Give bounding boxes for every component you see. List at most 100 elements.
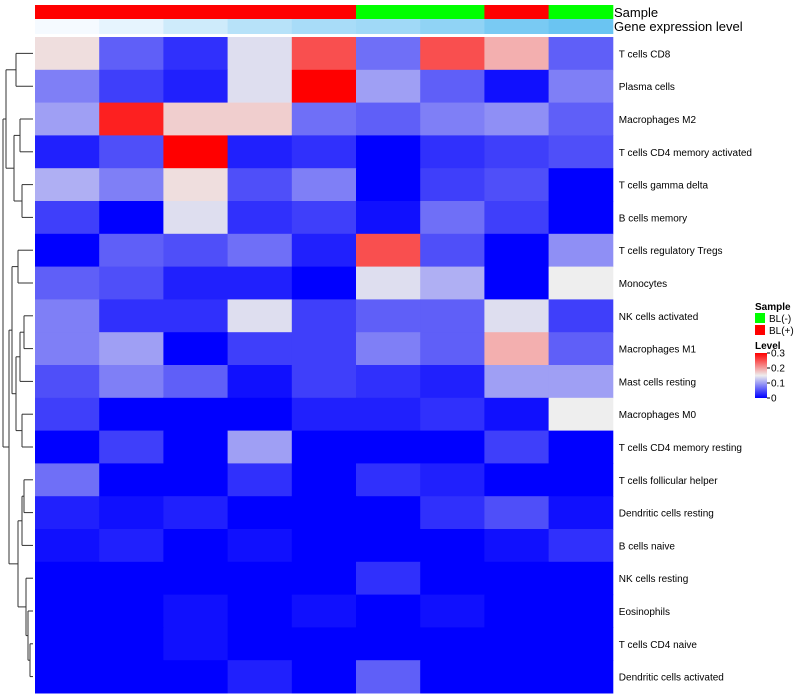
heatmap-cell bbox=[548, 365, 614, 399]
heatmap-cell bbox=[163, 266, 229, 300]
heatmap-cell bbox=[163, 397, 229, 432]
legend-swatch-bl-neg bbox=[755, 313, 765, 323]
heatmap-cell bbox=[420, 463, 485, 497]
heatmap-cell bbox=[484, 463, 550, 497]
row-label: Monocytes bbox=[619, 279, 667, 290]
heatmap-cell bbox=[484, 266, 550, 300]
heatmap-cell bbox=[484, 135, 550, 169]
legend: Sample BL(-) BL(+) Level 0.3 0.2 0.1 0 bbox=[755, 302, 794, 405]
heatmap-cell bbox=[99, 561, 164, 596]
heatmap-cell bbox=[356, 594, 421, 628]
heatmap-cell bbox=[356, 561, 421, 596]
heatmap-cell bbox=[356, 201, 421, 235]
heatmap-cell bbox=[99, 594, 164, 628]
expression-annotation-cell bbox=[420, 19, 485, 34]
heatmap-cell bbox=[548, 102, 614, 136]
heatmap-cell bbox=[35, 37, 100, 71]
heatmap-cell bbox=[548, 397, 614, 432]
heatmap-cell bbox=[291, 168, 357, 202]
heatmap-cell bbox=[484, 496, 550, 530]
heatmap-cell bbox=[484, 168, 550, 202]
expression-annotation-cell bbox=[227, 19, 293, 34]
heatmap-cell bbox=[548, 627, 614, 661]
heatmap-cell bbox=[548, 561, 614, 596]
heatmap-cell bbox=[35, 430, 100, 464]
heatmap-cell bbox=[163, 660, 229, 694]
row-label: Macrophages M0 bbox=[619, 410, 697, 421]
heatmap-cell bbox=[420, 102, 485, 136]
heatmap-cell bbox=[99, 233, 164, 268]
sample-annotation-cell bbox=[356, 5, 421, 19]
legend-entry-bl-pos: BL(+) bbox=[769, 326, 794, 337]
legend-tick-label: 0.1 bbox=[771, 379, 785, 390]
heatmap-cell bbox=[227, 660, 293, 694]
heatmap-cell bbox=[484, 365, 550, 399]
sample-annotation-cell bbox=[163, 5, 229, 19]
heatmap-cell bbox=[227, 529, 293, 563]
heatmap-cell bbox=[291, 69, 357, 104]
expression-annotation-cell bbox=[484, 19, 550, 34]
heatmap-cell bbox=[35, 627, 100, 661]
heatmap-cell bbox=[163, 69, 229, 104]
heatmap-cell bbox=[548, 69, 614, 104]
heatmap-cell bbox=[548, 233, 614, 268]
heatmap-cell bbox=[291, 102, 357, 136]
heatmap-cell bbox=[484, 102, 550, 136]
heatmap-cell bbox=[548, 430, 614, 464]
expression-annotation-cell bbox=[356, 19, 421, 34]
row-label: Macrophages M1 bbox=[619, 345, 697, 356]
heatmap-cell bbox=[99, 660, 164, 694]
heatmap-cell bbox=[227, 496, 293, 530]
expression-annotation-cell bbox=[163, 19, 229, 34]
row-label: B cells naive bbox=[619, 541, 676, 552]
heatmap-cell bbox=[227, 135, 293, 169]
heatmap-cell bbox=[548, 37, 614, 71]
heatmap-cell bbox=[291, 365, 357, 399]
heatmap-cell bbox=[420, 135, 485, 169]
legend-level-title: Level bbox=[755, 341, 781, 352]
row-label: T cells CD4 memory resting bbox=[619, 443, 742, 454]
heatmap-cell bbox=[420, 529, 485, 563]
heatmap-cell bbox=[163, 365, 229, 399]
legend-swatch-bl-pos bbox=[755, 325, 765, 335]
heatmap-cells bbox=[35, 37, 614, 694]
heatmap-cell bbox=[484, 69, 550, 104]
heatmap-cell bbox=[163, 463, 229, 497]
heatmap-cell bbox=[420, 594, 485, 628]
row-label: T cells gamma delta bbox=[619, 181, 709, 192]
heatmap-cell bbox=[35, 102, 100, 136]
heatmap-cell bbox=[291, 266, 357, 300]
heatmap-cell bbox=[420, 627, 485, 661]
heatmap-cell bbox=[99, 69, 164, 104]
heatmap-cell bbox=[291, 660, 357, 694]
row-label: T cells CD4 memory activated bbox=[619, 148, 752, 159]
heatmap-cell bbox=[484, 37, 550, 71]
heatmap-cell bbox=[356, 365, 421, 399]
sample-annotation-cell bbox=[484, 5, 550, 19]
heatmap-cell bbox=[163, 496, 229, 530]
heatmap-cell bbox=[227, 201, 293, 235]
heatmap-cell bbox=[35, 660, 100, 694]
heatmap-cell bbox=[484, 397, 550, 432]
heatmap-cell bbox=[227, 37, 293, 71]
heatmap-cell bbox=[227, 594, 293, 628]
heatmap-cell bbox=[484, 233, 550, 268]
heatmap-cell bbox=[548, 135, 614, 169]
heatmap-cell bbox=[356, 266, 421, 300]
heatmap-cell bbox=[35, 299, 100, 333]
heatmap-cell bbox=[35, 168, 100, 202]
heatmap-cell bbox=[548, 332, 614, 366]
heatmap-cell bbox=[291, 299, 357, 333]
heatmap-cell bbox=[99, 266, 164, 300]
row-label: Eosinophils bbox=[619, 607, 670, 618]
heatmap-cell bbox=[356, 135, 421, 169]
heatmap-cell bbox=[356, 529, 421, 563]
row-labels: T cells CD8 Plasma cells Macrophages M2 T c… bbox=[619, 49, 752, 683]
heatmap-cell bbox=[420, 365, 485, 399]
sample-annotation-cell bbox=[99, 5, 164, 19]
expression-annotation-cell bbox=[291, 19, 357, 34]
heatmap-cell bbox=[163, 201, 229, 235]
sample-annotation-cell bbox=[420, 5, 485, 19]
heatmap-cell bbox=[35, 397, 100, 432]
heatmap-cell bbox=[291, 233, 357, 268]
